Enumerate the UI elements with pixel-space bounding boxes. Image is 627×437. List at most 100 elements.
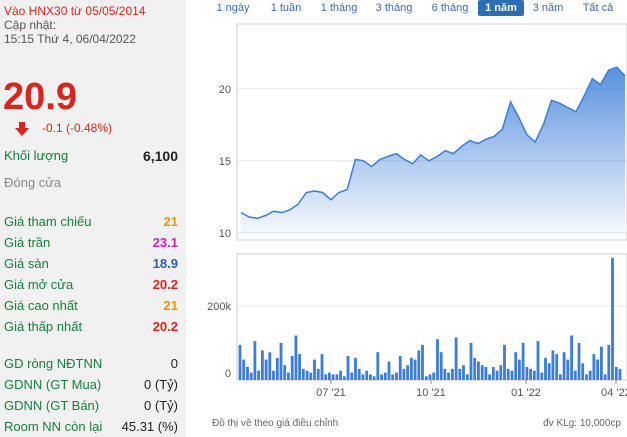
volume-bar xyxy=(473,357,477,380)
open-price-label: Giá mở cửa xyxy=(4,277,74,292)
volume-bar xyxy=(562,352,566,380)
volume-bar xyxy=(268,352,272,380)
volume-bar xyxy=(294,335,298,380)
chart-footnote: Đồ thị vẽ theo giá điều chỉnh xyxy=(212,418,339,429)
x-axis-tick-label: 04 '22 xyxy=(601,387,627,399)
price-row-floor: Giá sàn 18.9 xyxy=(4,254,180,274)
volume-bar xyxy=(581,363,585,380)
volume-bar xyxy=(588,370,592,380)
low-price-value: 20.2 xyxy=(152,319,178,334)
price-axis-tick: 20 xyxy=(219,84,231,96)
volume-bar xyxy=(298,354,301,380)
change-value: -0.1 (-0.48%) xyxy=(42,121,113,135)
foreign-room-label: Room NN còn lại xyxy=(4,419,103,434)
volume-bar xyxy=(480,365,484,380)
volume-bar xyxy=(391,374,395,380)
volume-bar xyxy=(495,370,499,380)
foreign-buy-value: 0 (Tỷ) xyxy=(144,377,178,392)
x-axis-tick-label: 10 '21 xyxy=(416,387,446,399)
tab-1-month[interactable]: 1 tháng xyxy=(320,2,358,14)
foreign-room-row: Room NN còn lại 45.31 (%) xyxy=(4,417,180,437)
foreign-net-row: GD ròng NĐTNN 0 xyxy=(4,354,180,374)
tab-1-week[interactable]: 1 tuần xyxy=(270,2,302,14)
volume-bar xyxy=(417,350,421,380)
volume-bar xyxy=(290,355,294,380)
volume-bar xyxy=(577,342,581,380)
volume-bar xyxy=(458,368,462,380)
tab-6-months[interactable]: 6 tháng xyxy=(431,2,469,14)
volume-bar xyxy=(592,354,596,380)
volume-bar xyxy=(421,344,424,380)
volume-bar xyxy=(499,365,503,380)
volume-bar xyxy=(447,372,450,380)
volume-bar xyxy=(406,365,409,380)
volume-bar xyxy=(376,352,380,380)
x-axis-tick-label: 01 '22 xyxy=(511,387,541,399)
foreign-sell-row: GDNN (GT Bán) 0 (Tỷ) xyxy=(4,396,180,416)
volume-axis-tick: 200k xyxy=(207,301,231,313)
volume-bar xyxy=(365,370,369,380)
tab-3-months[interactable]: 3 tháng xyxy=(375,2,413,14)
price-row-reference: Giá tham chiếu 21 xyxy=(4,212,180,232)
volume-bar xyxy=(372,376,376,380)
floor-price-label: Giá sàn xyxy=(4,256,49,271)
volume-bar xyxy=(261,350,264,380)
tab-all[interactable]: Tất cả xyxy=(582,2,614,14)
foreign-buy-label: GDNN (GT Mua) xyxy=(4,377,102,392)
foreign-buy-row: GDNN (GT Mua) 0 (Tỷ) xyxy=(4,375,180,395)
volume-bar xyxy=(424,376,428,380)
ceiling-price-value: 23.1 xyxy=(152,235,178,250)
volume-bar xyxy=(570,335,573,380)
volume-bar xyxy=(618,368,622,380)
low-price-label: Giá thấp nhất xyxy=(4,319,83,334)
price-axis-tick: 15 xyxy=(219,156,231,168)
volume-bar xyxy=(402,368,406,380)
volume-bar xyxy=(439,352,443,380)
volume-bar xyxy=(301,368,305,380)
volume-bar xyxy=(275,357,279,380)
price-line xyxy=(240,66,626,220)
volume-row: Khối lượng 6,100 xyxy=(4,146,180,166)
ceiling-price-label: Giá trần xyxy=(4,235,51,250)
volume-bar xyxy=(350,372,354,380)
volume-bar xyxy=(529,368,532,380)
volume-bar xyxy=(603,374,607,380)
volume-bar xyxy=(555,354,559,380)
volume-bar xyxy=(238,344,242,380)
volume-bar xyxy=(331,374,335,380)
volume-bar xyxy=(380,374,383,380)
volume-bar xyxy=(287,372,290,380)
volume-bar xyxy=(525,367,529,380)
volume-bar xyxy=(488,374,491,380)
volume-bar xyxy=(279,342,283,380)
volume-bar xyxy=(477,361,480,380)
tab-1-day[interactable]: 1 ngày xyxy=(216,2,250,14)
reference-price-value: 21 xyxy=(163,214,178,229)
index-membership: Vào HNX30 từ 05/05/2014 xyxy=(4,4,146,18)
tab-3-years[interactable]: 3 năm xyxy=(532,2,564,14)
volume-bar xyxy=(346,355,350,380)
volume-bar xyxy=(514,352,518,380)
volume-bar xyxy=(328,372,331,380)
volume-bar xyxy=(410,357,413,380)
volume-bar xyxy=(559,374,562,380)
high-price-label: Giá cao nhất xyxy=(4,298,78,313)
status-row: Đóng cửa xyxy=(4,173,180,193)
market-status: Đóng cửa xyxy=(4,175,62,190)
volume-bar xyxy=(432,372,436,380)
volume-bar xyxy=(551,350,555,380)
volume-bar xyxy=(547,363,551,380)
volume-bar xyxy=(253,341,257,380)
volume-bar xyxy=(607,344,611,380)
volume-panel-frame xyxy=(236,253,627,381)
reference-price-label: Giá tham chiếu xyxy=(4,214,92,229)
tab-1-year[interactable]: 1 năm xyxy=(478,0,524,16)
foreign-room-value: 45.31 (%) xyxy=(121,419,178,434)
volume-bar xyxy=(454,337,458,380)
volume-bar xyxy=(506,368,510,380)
volume-bar xyxy=(395,372,398,380)
volume-bar xyxy=(540,372,544,380)
volume-bar xyxy=(600,346,603,380)
price-axis-tick: 10 xyxy=(219,228,231,240)
price-row-ceiling: Giá trần 23.1 xyxy=(4,233,180,253)
